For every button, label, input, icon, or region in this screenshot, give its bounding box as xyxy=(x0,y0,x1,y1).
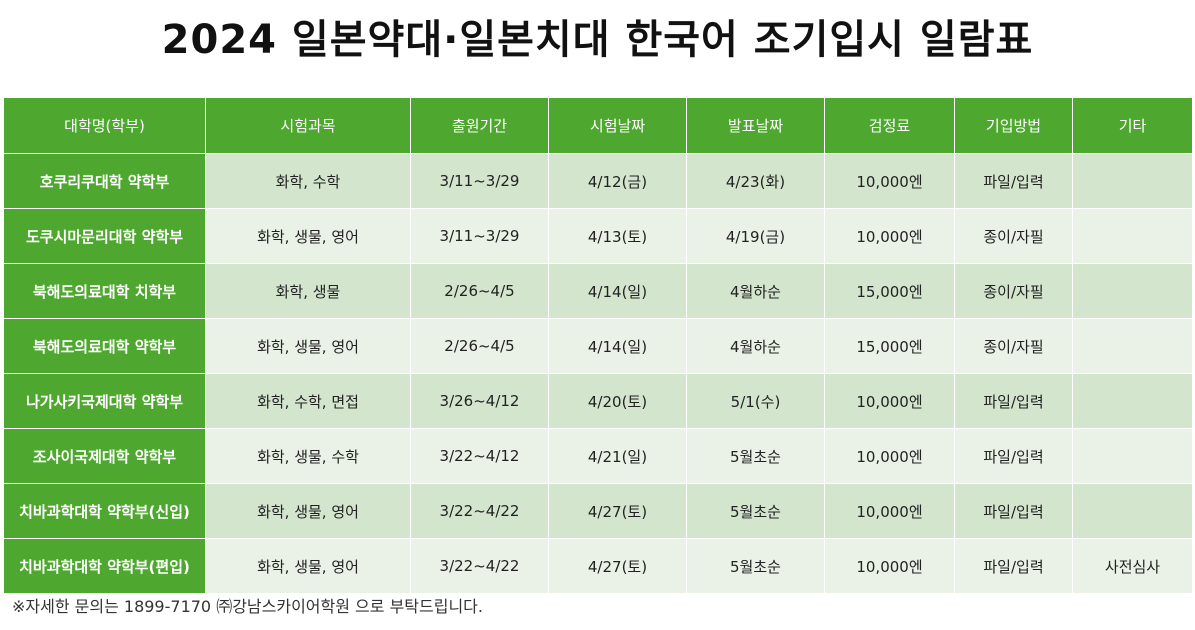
period-cell: 3/11~3/29 xyxy=(410,208,549,264)
school-name-cell: 치바과학대학 약학부(신입) xyxy=(3,483,206,539)
exam-date-cell: 4/27(토) xyxy=(548,538,687,594)
exam-date-cell: 4/21(일) xyxy=(548,428,687,484)
exam-date-cell: 4/14(일) xyxy=(548,318,687,374)
subjects-cell: 화학, 수학, 면접 xyxy=(205,373,411,429)
result-date-cell: 4월하순 xyxy=(686,263,825,319)
result-date-cell: 4월하순 xyxy=(686,318,825,374)
school-name-cell: 호쿠리쿠대학 약학부 xyxy=(3,153,206,209)
header-row: 대학명(학부) 시험과목 출원기간 시험날짜 발표날짜 검정료 기입방법 기타 xyxy=(3,97,1193,154)
period-cell: 2/26~4/5 xyxy=(410,318,549,374)
note-cell: 사전심사 xyxy=(1072,538,1193,594)
table-row: 도쿠시마문리대학 약학부 화학, 생물, 영어 3/11~3/29 4/13(토… xyxy=(3,208,1193,264)
method-cell: 파일/입력 xyxy=(954,373,1073,429)
page-title: 2024 일본약대·일본치대 한국어 조기입시 일람표 xyxy=(161,17,1034,63)
period-cell: 2/26~4/5 xyxy=(410,263,549,319)
method-cell: 파일/입력 xyxy=(954,153,1073,209)
period-cell: 3/22~4/22 xyxy=(410,538,549,594)
table-row: 북해도의료대학 약학부 화학, 생물, 영어 2/26~4/5 4/14(일) … xyxy=(3,318,1193,374)
method-cell: 종이/자필 xyxy=(954,208,1073,264)
note-cell xyxy=(1072,373,1193,429)
school-name-cell: 도쿠시마문리대학 약학부 xyxy=(3,208,206,264)
header-application-period: 출원기간 xyxy=(410,97,549,154)
exam-date-cell: 4/12(금) xyxy=(548,153,687,209)
subjects-cell: 화학, 생물, 영어 xyxy=(205,318,411,374)
method-cell: 종이/자필 xyxy=(954,318,1073,374)
fee-cell: 10,000엔 xyxy=(824,483,955,539)
result-date-cell: 4/19(금) xyxy=(686,208,825,264)
subjects-cell: 화학, 생물, 영어 xyxy=(205,208,411,264)
table-row: 조사이국제대학 약학부 화학, 생물, 수학 3/22~4/12 4/21(일)… xyxy=(3,428,1193,484)
table-row: 치바과학대학 약학부(편입) 화학, 생물, 영어 3/22~4/22 4/27… xyxy=(3,538,1193,594)
note-cell xyxy=(1072,263,1193,319)
result-date-cell: 4/23(화) xyxy=(686,153,825,209)
exam-date-cell: 4/13(토) xyxy=(548,208,687,264)
fee-cell: 10,000엔 xyxy=(824,373,955,429)
table-header: 대학명(학부) 시험과목 출원기간 시험날짜 발표날짜 검정료 기입방법 기타 xyxy=(3,97,1193,154)
subjects-cell: 화학, 수학 xyxy=(205,153,411,209)
result-date-cell: 5월초순 xyxy=(686,538,825,594)
method-cell: 종이/자필 xyxy=(954,263,1073,319)
fee-cell: 10,000엔 xyxy=(824,153,955,209)
header-result-date: 발표날짜 xyxy=(686,97,825,154)
note-cell xyxy=(1072,483,1193,539)
method-cell: 파일/입력 xyxy=(954,538,1073,594)
method-cell: 파일/입력 xyxy=(954,428,1073,484)
result-date-cell: 5월초순 xyxy=(686,428,825,484)
table-row: 호쿠리쿠대학 약학부 화학, 수학 3/11~3/29 4/12(금) 4/23… xyxy=(3,153,1193,209)
school-name-cell: 치바과학대학 약학부(편입) xyxy=(3,538,206,594)
note-cell xyxy=(1072,318,1193,374)
note-cell xyxy=(1072,428,1193,484)
header-subjects: 시험과목 xyxy=(205,97,411,154)
fee-cell: 10,000엔 xyxy=(824,208,955,264)
header-entry-method: 기입방법 xyxy=(954,97,1073,154)
subjects-cell: 화학, 생물 xyxy=(205,263,411,319)
period-cell: 3/22~4/12 xyxy=(410,428,549,484)
school-name-cell: 북해도의료대학 치학부 xyxy=(3,263,206,319)
fee-cell: 15,000엔 xyxy=(824,263,955,319)
period-cell: 3/22~4/22 xyxy=(410,483,549,539)
result-date-cell: 5/1(수) xyxy=(686,373,825,429)
period-cell: 3/11~3/29 xyxy=(410,153,549,209)
fee-cell: 10,000엔 xyxy=(824,538,955,594)
fee-cell: 15,000엔 xyxy=(824,318,955,374)
admissions-table: 대학명(학부) 시험과목 출원기간 시험날짜 발표날짜 검정료 기입방법 기타 … xyxy=(3,97,1193,594)
table-row: 나가사키국제대학 약학부 화학, 수학, 면접 3/26~4/12 4/20(토… xyxy=(3,373,1193,429)
note-cell xyxy=(1072,153,1193,209)
exam-date-cell: 4/14(일) xyxy=(548,263,687,319)
result-date-cell: 5월초순 xyxy=(686,483,825,539)
table-row: 북해도의료대학 치학부 화학, 생물 2/26~4/5 4/14(일) 4월하순… xyxy=(3,263,1193,319)
header-exam-date: 시험날짜 xyxy=(548,97,687,154)
period-cell: 3/26~4/12 xyxy=(410,373,549,429)
header-note: 기타 xyxy=(1072,97,1193,154)
exam-date-cell: 4/20(토) xyxy=(548,373,687,429)
header-fee: 검정료 xyxy=(824,97,955,154)
exam-date-cell: 4/27(토) xyxy=(548,483,687,539)
subjects-cell: 화학, 생물, 영어 xyxy=(205,538,411,594)
school-name-cell: 나가사키국제대학 약학부 xyxy=(3,373,206,429)
fee-cell: 10,000엔 xyxy=(824,428,955,484)
contact-footnote: ※자세한 문의는 1899-7170 ㈜강남스카이어학원 으로 부탁드립니다. xyxy=(12,597,483,616)
note-cell xyxy=(1072,208,1193,264)
school-name-cell: 북해도의료대학 약학부 xyxy=(3,318,206,374)
subjects-cell: 화학, 생물, 영어 xyxy=(205,483,411,539)
table-row: 치바과학대학 약학부(신입) 화학, 생물, 영어 3/22~4/22 4/27… xyxy=(3,483,1193,539)
subjects-cell: 화학, 생물, 수학 xyxy=(205,428,411,484)
school-name-cell: 조사이국제대학 약학부 xyxy=(3,428,206,484)
method-cell: 파일/입력 xyxy=(954,483,1073,539)
header-school: 대학명(학부) xyxy=(3,97,206,154)
